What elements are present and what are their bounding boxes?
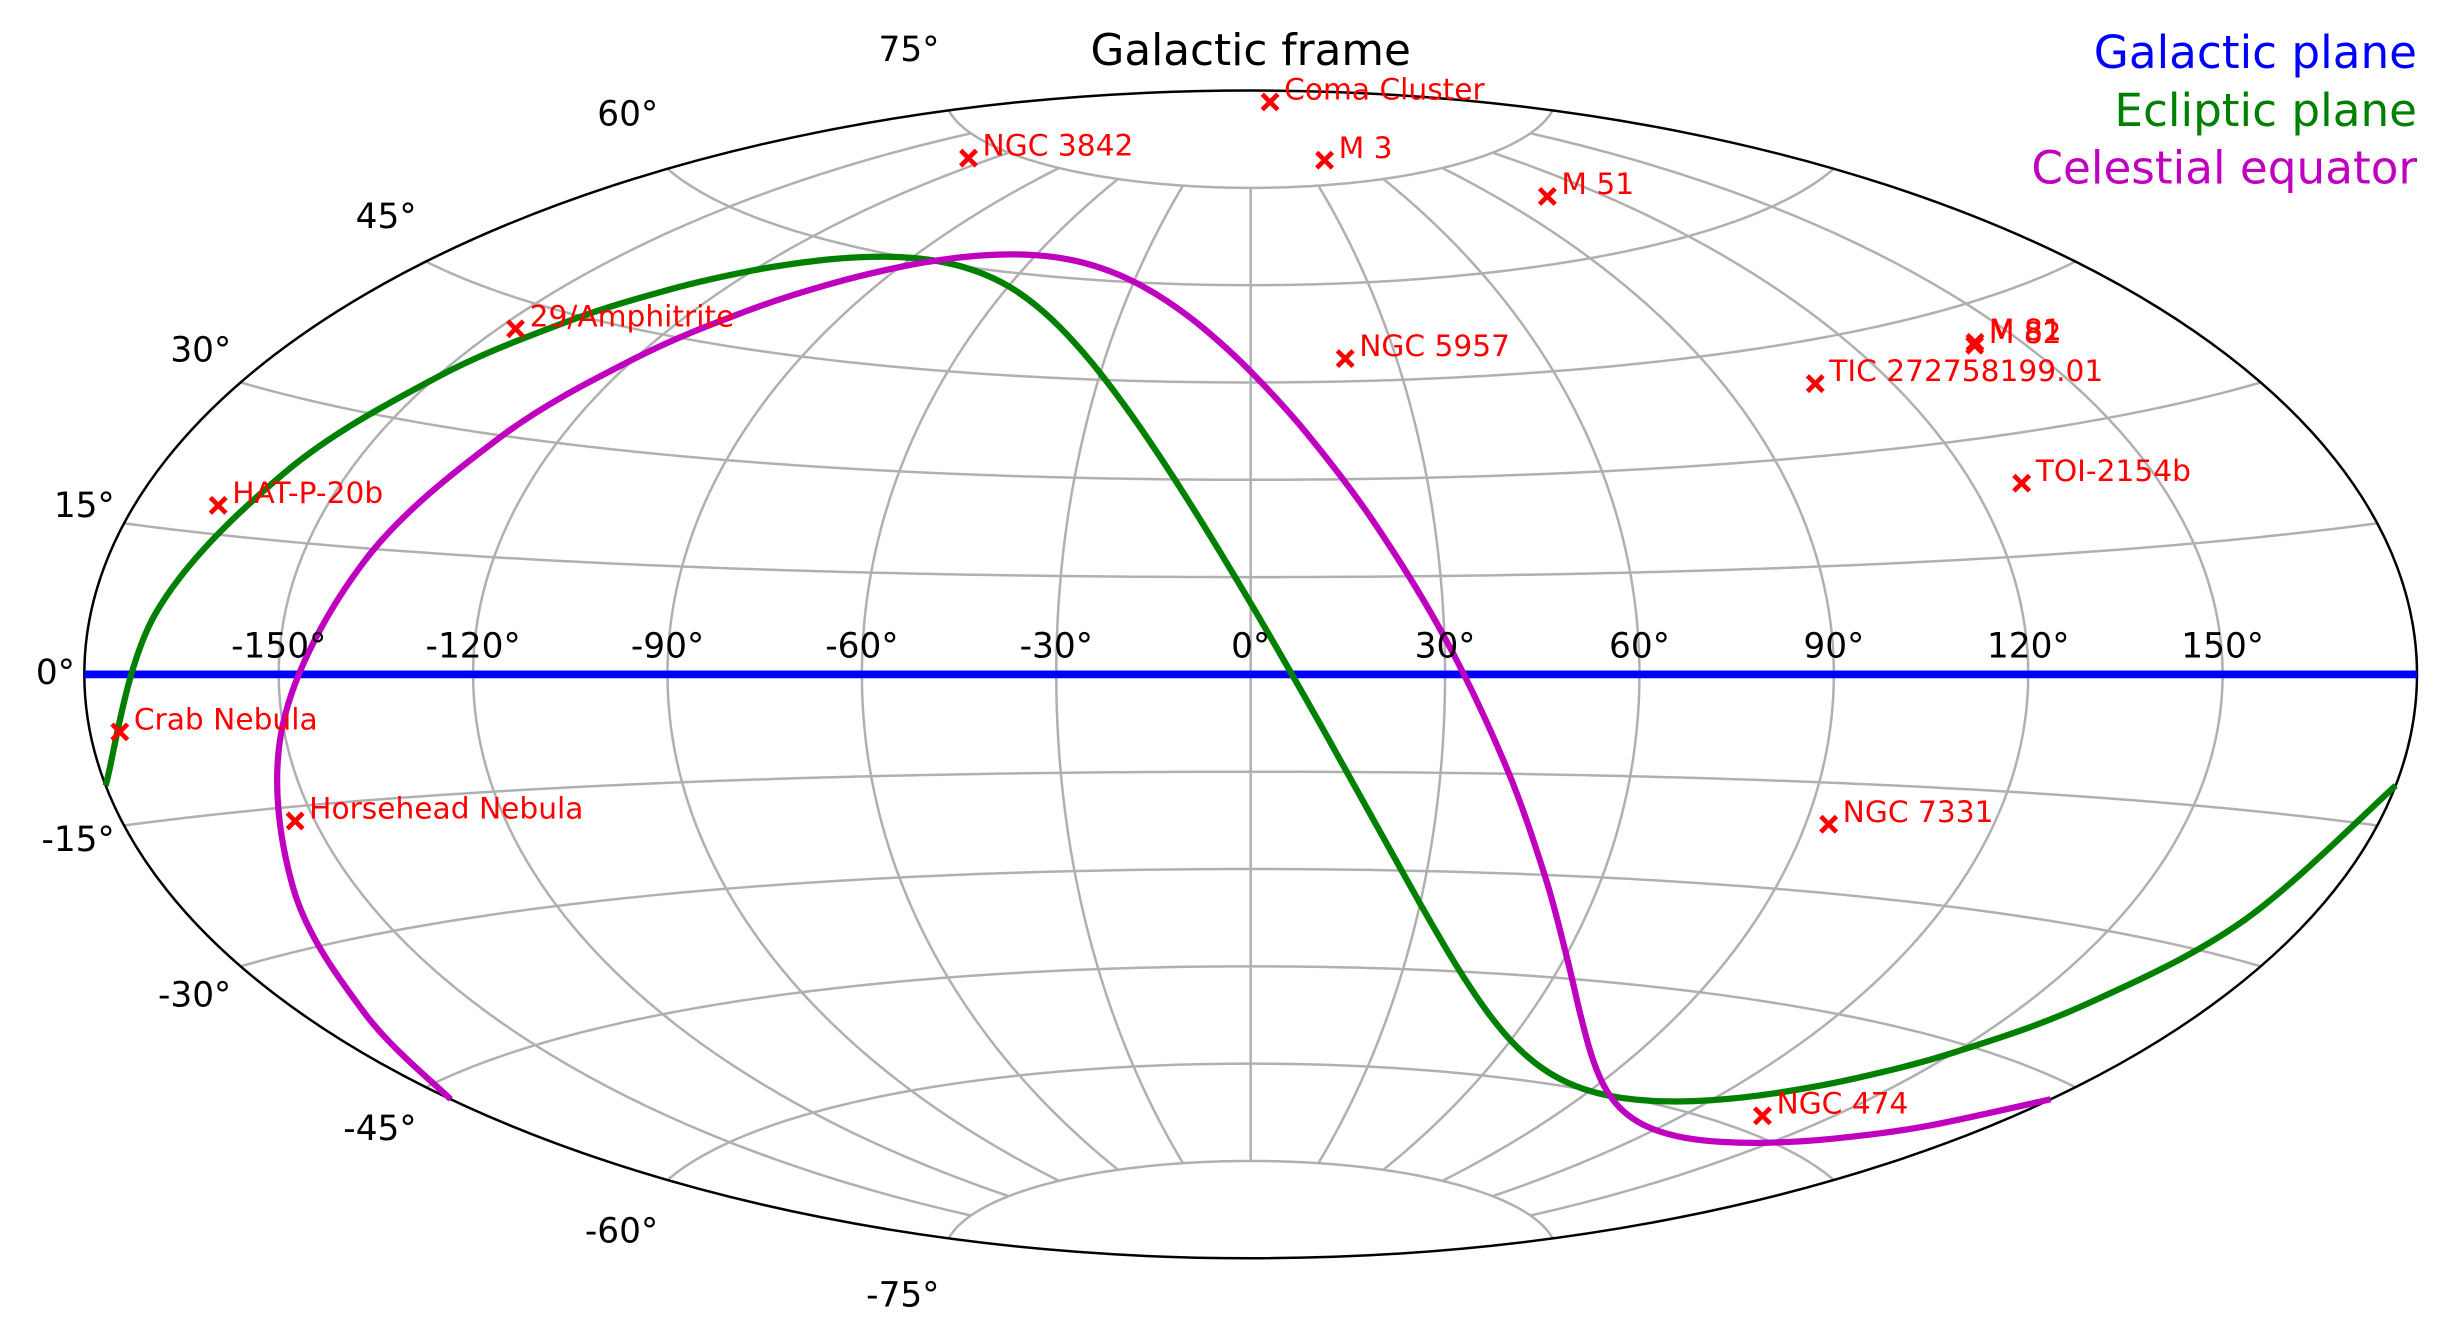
point-marker [1335,349,1355,369]
series-line [274,251,2052,1147]
x-tick-label: -150° [231,626,326,666]
point-label: Crab Nebula [134,702,318,737]
point-label: NGC 474 [1777,1085,1909,1120]
point-marker [2012,473,2032,493]
y-tick-label: 30° [170,331,231,371]
y-tick-label: 0° [36,653,75,693]
point-label: TIC 272758199.01 [1828,353,2103,388]
point-label: NGC 3842 [983,128,1134,163]
point-label: M 82 [1989,315,2062,350]
point-marker [1315,150,1335,170]
y-tick-label: 45° [356,197,417,237]
y-tick-label: -60° [585,1211,658,1251]
point-label: TOI-2154b [2035,453,2191,488]
point-marker [1965,335,1985,355]
x-tick-label: 60° [1609,626,1670,666]
x-tick-label: 90° [1803,626,1864,666]
x-tick-label: 30° [1415,626,1476,666]
x-tick-label: -90° [631,626,704,666]
y-tick-label: 75° [879,30,940,70]
point-marker [1537,186,1557,206]
lines [84,251,2418,1147]
chart-title: Galactic frame [1090,25,1410,76]
x-tick-label: 150° [2181,626,2264,666]
y-tick-label: -75° [866,1276,939,1316]
point-label: NGC 7331 [1843,794,1994,829]
legend-entry: Celestial equator [2031,142,2417,195]
legend-entry: Galactic plane [2094,26,2417,79]
point-marker [1819,814,1839,834]
point-marker [1260,92,1280,112]
point-marker [506,319,526,339]
x-tick-label: -120° [426,626,521,666]
y-tick-label: -45° [343,1109,416,1149]
point-marker [110,722,130,742]
point-marker [208,495,228,515]
point-marker [959,148,978,168]
point-label: Coma Cluster [1284,72,1485,107]
point-marker [1753,1106,1772,1126]
x-tick-label: 0° [1231,626,1270,666]
x-tick-label: 120° [1987,626,2070,666]
point-label: M 81 [1989,312,2062,347]
point-marker [1805,374,1825,394]
y-tick-label: -15° [41,820,114,860]
point-label: Horsehead Nebula [309,791,583,826]
tick-labels: -75° -60° -45° -30° -15° 0° 15° 30° 45° 60° 75° -15… [36,30,2264,1316]
points: Coma Cluster NGC 3842 M 3 M 51 M 81M 82 29/Am… [110,72,2191,1126]
point-label: M 51 [1561,166,1634,201]
series-line [102,253,2398,1105]
legend-entry: Ecliptic plane [2114,84,2417,137]
x-tick-label: -30° [1020,626,1093,666]
point-marker [285,811,305,831]
x-tick-label: -60° [825,626,898,666]
point-label: HAT-P-20b [232,475,383,510]
y-tick-label: 15° [54,486,115,526]
point-label: NGC 5957 [1359,328,1510,363]
y-tick-label: -30° [158,975,231,1015]
y-tick-label: 60° [597,95,658,135]
point-label: M 3 [1339,130,1393,165]
point-label: 29/Amphitrite [530,298,735,333]
